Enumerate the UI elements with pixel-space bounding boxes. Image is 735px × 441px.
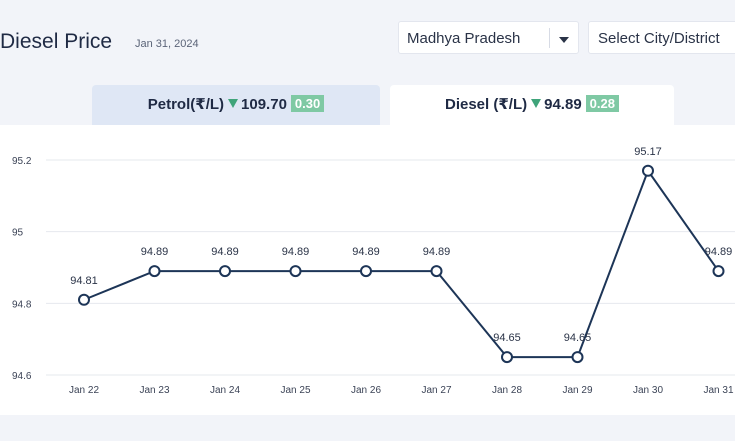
page-title: Diesel Price xyxy=(0,30,113,53)
data-point xyxy=(219,265,231,278)
data-point xyxy=(712,265,725,278)
data-point xyxy=(360,265,372,278)
page-footer-band xyxy=(0,415,735,441)
city-select[interactable]: Select City/District xyxy=(588,21,735,54)
data-label: 94.65 xyxy=(564,332,592,344)
tab-diesel[interactable]: Diesel (₹/L) 94.89 0.28 xyxy=(390,85,674,125)
x-tick-label: Jan 29 xyxy=(562,385,592,396)
y-tick-label: 94.6 xyxy=(12,371,32,382)
tab-petrol-label: Petrol(₹/L) xyxy=(147,96,225,113)
price-line-chart: 94.6 94.8 95 95.2 Jan 22 Jan 23 Jan 24 Jan 25 Ja… xyxy=(12,146,735,396)
price-date: Jan 31, 2024 xyxy=(135,38,199,50)
select-divider xyxy=(549,28,550,48)
x-tick-label: Jan 25 xyxy=(280,385,310,396)
data-label: 94.89 xyxy=(282,246,310,258)
data-label: 94.89 xyxy=(211,246,239,258)
state-select[interactable]: Madhya Pradesh xyxy=(398,21,579,54)
data-label: 94.89 xyxy=(705,246,733,258)
tab-diesel-price: 94.89 xyxy=(544,96,582,113)
state-select-value: Madhya Pradesh xyxy=(407,30,521,47)
data-label: 94.89 xyxy=(423,246,451,258)
y-tick-label: 94.8 xyxy=(12,299,32,310)
data-label: 94.65 xyxy=(493,332,521,344)
price-down-icon xyxy=(228,99,239,108)
x-tick-label: Jan 24 xyxy=(210,385,240,396)
city-select-placeholder: Select City/District xyxy=(598,30,720,47)
chevron-down-icon[interactable] xyxy=(559,37,569,43)
x-tick-label: Jan 23 xyxy=(139,385,169,396)
data-point xyxy=(642,164,654,177)
data-point xyxy=(148,265,161,278)
y-tick-label: 95.2 xyxy=(12,156,32,167)
petrol-change-badge: 0.30 xyxy=(290,95,325,112)
x-tick-label: Jan 28 xyxy=(492,385,522,396)
data-label: 94.89 xyxy=(141,246,169,258)
price-chart-panel: 94.6 94.8 95 95.2 Jan 22 Jan 23 Jan 24 Jan 25 Ja… xyxy=(0,125,735,415)
x-tick-label: Jan 30 xyxy=(633,385,663,396)
tab-petrol-price: 109.70 xyxy=(241,96,287,113)
diesel-change-badge: 0.28 xyxy=(585,95,619,112)
x-tick-label: Jan 26 xyxy=(351,385,381,396)
data-label: 94.89 xyxy=(352,246,380,258)
x-tick-label: Jan 27 xyxy=(421,385,451,396)
series-line xyxy=(83,168,720,359)
data-label: 94.81 xyxy=(70,275,98,287)
y-tick-label: 95 xyxy=(12,228,24,239)
data-point xyxy=(78,293,90,306)
price-down-icon xyxy=(531,99,542,108)
data-point xyxy=(571,351,584,364)
x-tick-label: Jan 31 xyxy=(703,385,733,396)
data-point xyxy=(430,265,443,278)
data-point xyxy=(501,351,513,364)
data-point xyxy=(289,265,302,278)
header: Diesel Price Jan 31, 2024 Madhya Pradesh… xyxy=(0,0,735,80)
tab-petrol[interactable]: Petrol(₹/L) 109.70 0.30 xyxy=(92,85,380,125)
tab-diesel-label: Diesel (₹/L) xyxy=(445,96,528,113)
x-tick-label: Jan 22 xyxy=(69,385,99,396)
data-label: 95.17 xyxy=(634,146,662,158)
